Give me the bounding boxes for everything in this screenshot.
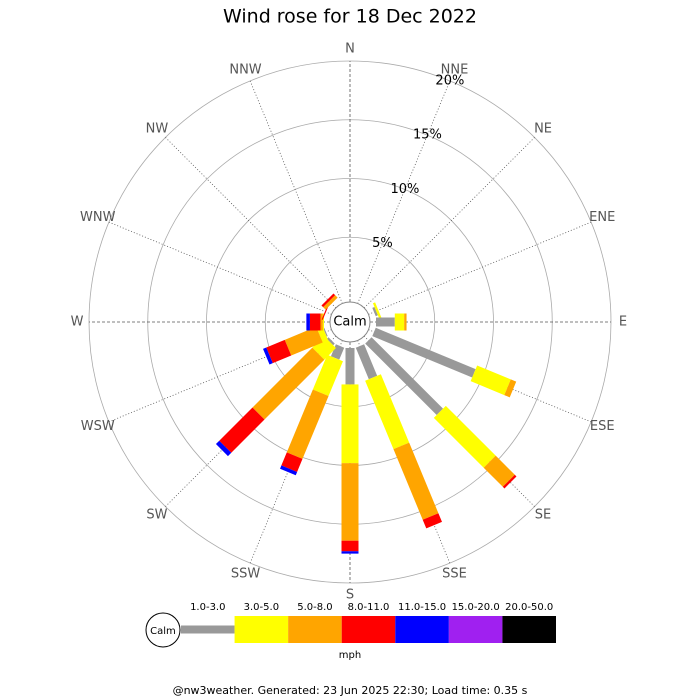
- direction-label: N: [345, 42, 355, 57]
- legend-swatch: [395, 616, 449, 643]
- legend-label: 5.0-8.0: [297, 602, 332, 613]
- spoke: [165, 137, 337, 309]
- bar-segment: [372, 327, 476, 378]
- bar-segment: [286, 389, 329, 459]
- direction-label: NNW: [229, 62, 261, 77]
- legend-calm: [145, 612, 181, 648]
- bar-segment: [321, 293, 336, 308]
- bar-segment: [281, 452, 303, 472]
- bar-segment: [320, 313, 323, 331]
- bar-segment: [323, 327, 328, 337]
- legend-swatch: [181, 625, 235, 634]
- bar-segment: [355, 344, 378, 380]
- bar-segment: [504, 379, 517, 398]
- direction-label: S: [346, 588, 354, 603]
- spoke: [368, 221, 592, 315]
- r-tick-label: 5%: [372, 236, 393, 251]
- legend-swatch: [288, 616, 342, 643]
- direction-label: E: [619, 315, 627, 330]
- direction-label: WNW: [80, 210, 116, 225]
- bar-segment: [393, 442, 439, 520]
- direction-label: NNE: [441, 62, 469, 77]
- bar-segment: [306, 313, 310, 331]
- bar-segment: [266, 339, 292, 364]
- direction-label: SSW: [231, 567, 261, 582]
- bar-segment: [263, 347, 273, 365]
- bar-segment: [341, 463, 359, 541]
- r-tick-label: 20%: [435, 73, 464, 88]
- bar-segment: [404, 313, 407, 331]
- direction-label: W: [71, 315, 84, 330]
- legend-swatch: [234, 616, 289, 643]
- bar-segment: [341, 540, 359, 552]
- chart-title: Wind rose for 18 Dec 2022: [223, 6, 477, 28]
- r-tick-label: 15%: [413, 128, 442, 143]
- footer: @nw3weather. Generated: 23 Jun 2025 22:3…: [173, 684, 528, 697]
- bar-segment: [280, 465, 298, 476]
- legend-label: 20.0-50.0: [505, 602, 553, 613]
- direction-label: SE: [535, 508, 551, 523]
- bar-segment: [219, 407, 265, 453]
- bar-segment: [252, 347, 325, 420]
- legend-label: 3.0-5.0: [244, 602, 279, 613]
- bar-segment: [330, 344, 345, 360]
- bar-segment: [470, 365, 511, 396]
- legend-label: 11.0-15.0: [398, 602, 446, 613]
- legend-calm-label: Calm: [150, 626, 176, 637]
- spoke: [108, 221, 332, 315]
- calm-label: Calm: [333, 315, 366, 330]
- direction-label: SSE: [442, 567, 467, 582]
- bar-segment: [394, 313, 405, 331]
- bar-segment: [215, 440, 232, 457]
- bar-segment: [483, 455, 515, 487]
- bar-segment: [365, 374, 410, 450]
- bar-segment: [502, 474, 517, 489]
- spoke: [357, 80, 451, 304]
- legend-swatch: [502, 616, 556, 643]
- bar-segment: [312, 354, 343, 396]
- bar-segment: [372, 302, 382, 320]
- legend-unit: mph: [339, 650, 361, 661]
- direction-label: ESE: [590, 419, 615, 434]
- bar-segment: [376, 317, 395, 327]
- spoke: [108, 329, 332, 423]
- legend-label: 1.0-3.0: [190, 602, 225, 613]
- direction-label: NE: [534, 121, 552, 136]
- bar-segment: [345, 348, 355, 385]
- bar-segment: [365, 337, 444, 416]
- bar-segment: [433, 405, 496, 468]
- calm-circle: [329, 301, 371, 343]
- direction-label: ENE: [589, 210, 615, 225]
- bar-segment: [323, 295, 338, 310]
- direction-label: WSW: [81, 419, 115, 434]
- spoke: [363, 137, 535, 309]
- bar-segment: [341, 384, 359, 464]
- bar-segment: [372, 306, 378, 317]
- bar-segment: [422, 513, 442, 529]
- bar-segment: [326, 337, 335, 346]
- legend-label: 8.0-11.0: [348, 602, 390, 613]
- legend-swatch: [341, 616, 396, 643]
- bar-segment: [341, 551, 359, 554]
- legend-swatch: [448, 616, 503, 643]
- spoke: [249, 80, 343, 304]
- legend-label: 15.0-20.0: [452, 602, 500, 613]
- direction-label: NW: [146, 121, 169, 136]
- bar-segment: [309, 313, 321, 331]
- r-tick-label: 10%: [390, 182, 419, 197]
- bar-segment: [284, 326, 323, 356]
- direction-label: SW: [146, 508, 167, 523]
